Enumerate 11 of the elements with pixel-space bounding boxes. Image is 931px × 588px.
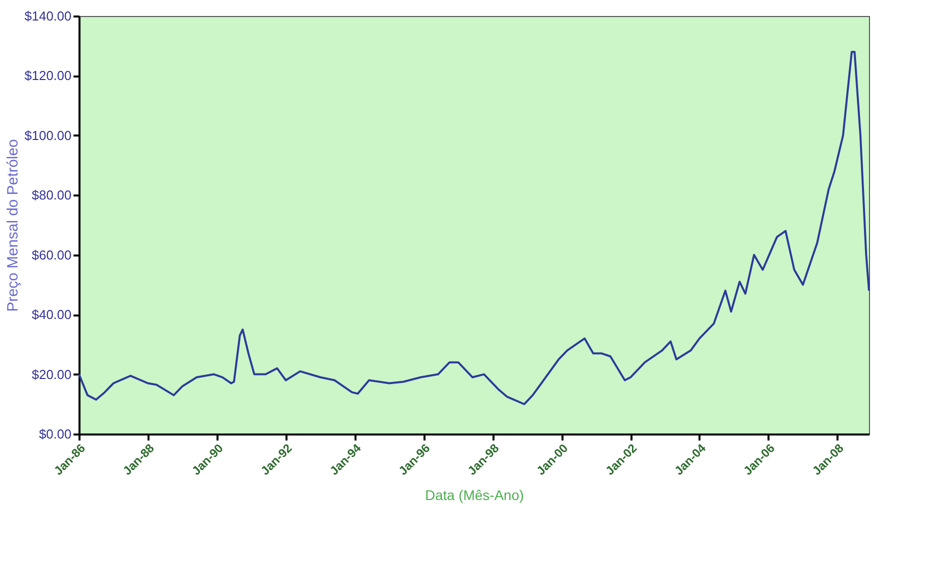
y-tick-label: $0.00	[38, 426, 72, 442]
y-tick-label: $80.00	[32, 188, 72, 203]
y-tick-label: $20.00	[32, 366, 72, 382]
y-tick-label: $140.00	[24, 8, 72, 24]
y-tick-label: $120.00	[24, 68, 72, 84]
y-tick-label: $40.00	[32, 307, 72, 322]
x-axis-title: Data (Mês-Ano)	[425, 487, 524, 504]
y-tick-label: $100.00	[24, 128, 72, 143]
y-tick-label: $60.00	[32, 247, 72, 262]
line-series	[78, 50, 870, 406]
y-axis-title: Preço Mensal do Petróleo	[4, 139, 22, 312]
